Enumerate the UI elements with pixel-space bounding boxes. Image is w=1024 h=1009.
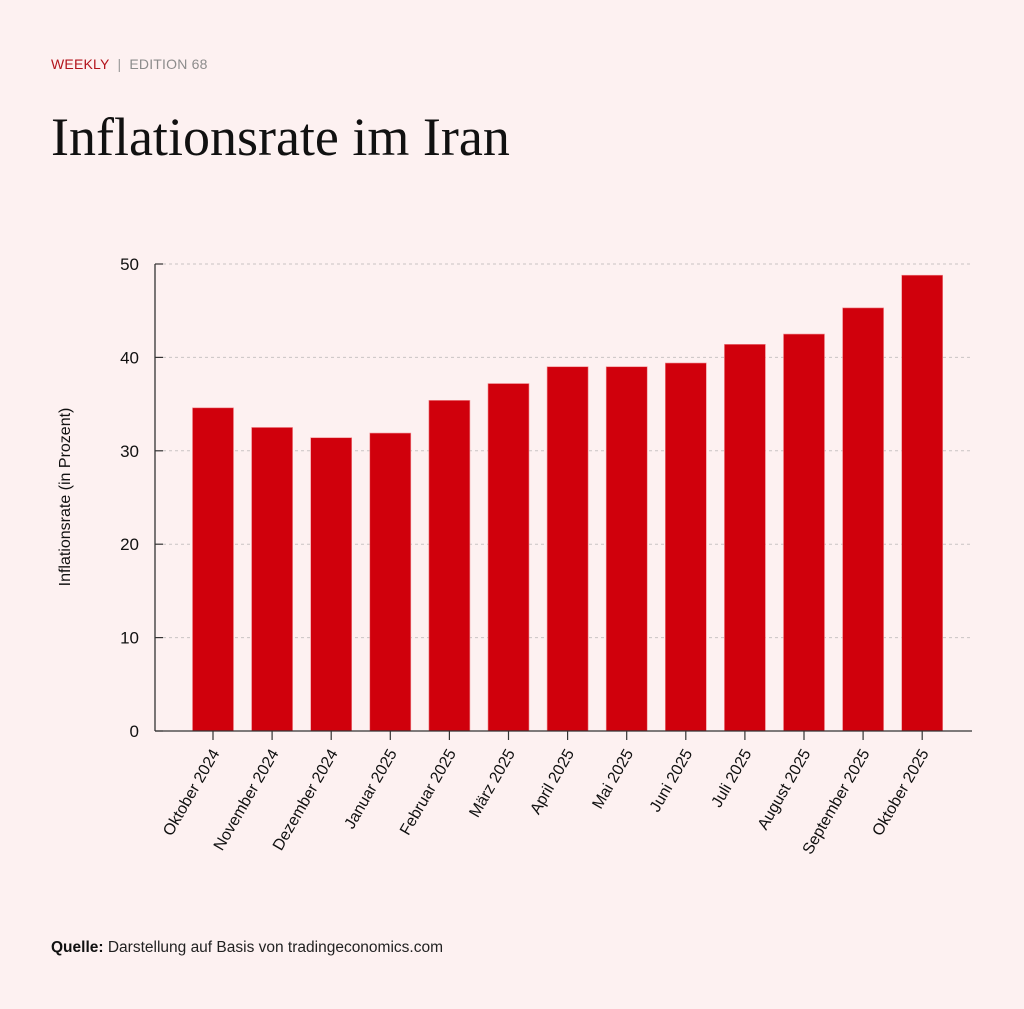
x-tick-label: Februar 2025 bbox=[397, 746, 460, 838]
bar bbox=[192, 407, 234, 732]
edition-label: EDITION 68 bbox=[129, 56, 208, 72]
bar bbox=[546, 366, 589, 732]
bar bbox=[310, 437, 353, 732]
y-tick-label: 0 bbox=[130, 722, 139, 741]
bar bbox=[369, 432, 412, 732]
x-tick-label: Oktober 2025 bbox=[869, 746, 932, 839]
y-ticks: 0 10 20 30 40 50 bbox=[120, 255, 163, 741]
bar bbox=[664, 362, 707, 732]
kicker-separator: | bbox=[117, 56, 122, 72]
bar bbox=[724, 344, 766, 732]
source-text: Darstellung auf Basis von tradingeconomi… bbox=[107, 939, 443, 956]
x-tick-label: Dezember 2024 bbox=[270, 746, 342, 853]
x-tick-label: August 2025 bbox=[755, 746, 815, 832]
y-tick-label: 40 bbox=[120, 348, 139, 367]
x-tick-label: September 2025 bbox=[800, 746, 874, 857]
source-note: Quelle: Darstellung auf Basis von tradin… bbox=[51, 939, 443, 957]
y-tick-label: 10 bbox=[120, 629, 139, 648]
x-tick-label: April 2025 bbox=[527, 746, 578, 817]
x-tick-label: November 2024 bbox=[211, 746, 283, 853]
bar bbox=[901, 274, 944, 732]
page-title: Inflationsrate im Iran bbox=[51, 107, 510, 167]
y-tick-label: 20 bbox=[120, 535, 139, 554]
x-tick-label: Oktober 2024 bbox=[160, 746, 223, 839]
x-tick-label: Juli 2025 bbox=[709, 746, 756, 810]
weekly-label: WEEKLY bbox=[51, 56, 110, 72]
bar bbox=[783, 333, 825, 732]
y-axis-label: Inflationsrate (in Prozent) bbox=[57, 408, 74, 587]
source-label: Quelle: bbox=[51, 939, 104, 956]
bar bbox=[842, 307, 884, 732]
bar bbox=[251, 427, 293, 732]
bar bbox=[605, 366, 648, 732]
bars bbox=[192, 274, 944, 732]
x-tick-label: März 2025 bbox=[466, 746, 519, 820]
bar bbox=[428, 400, 471, 732]
x-tick-label: Januar 2025 bbox=[342, 746, 401, 832]
y-tick-label: 30 bbox=[120, 442, 139, 461]
axes bbox=[154, 264, 972, 732]
x-tick-label: Juni 2025 bbox=[647, 746, 696, 815]
y-tick-label: 50 bbox=[120, 255, 139, 274]
bar bbox=[487, 383, 530, 732]
kicker: WEEKLY | EDITION 68 bbox=[51, 56, 208, 72]
x-tick-label: Mai 2025 bbox=[590, 746, 638, 812]
